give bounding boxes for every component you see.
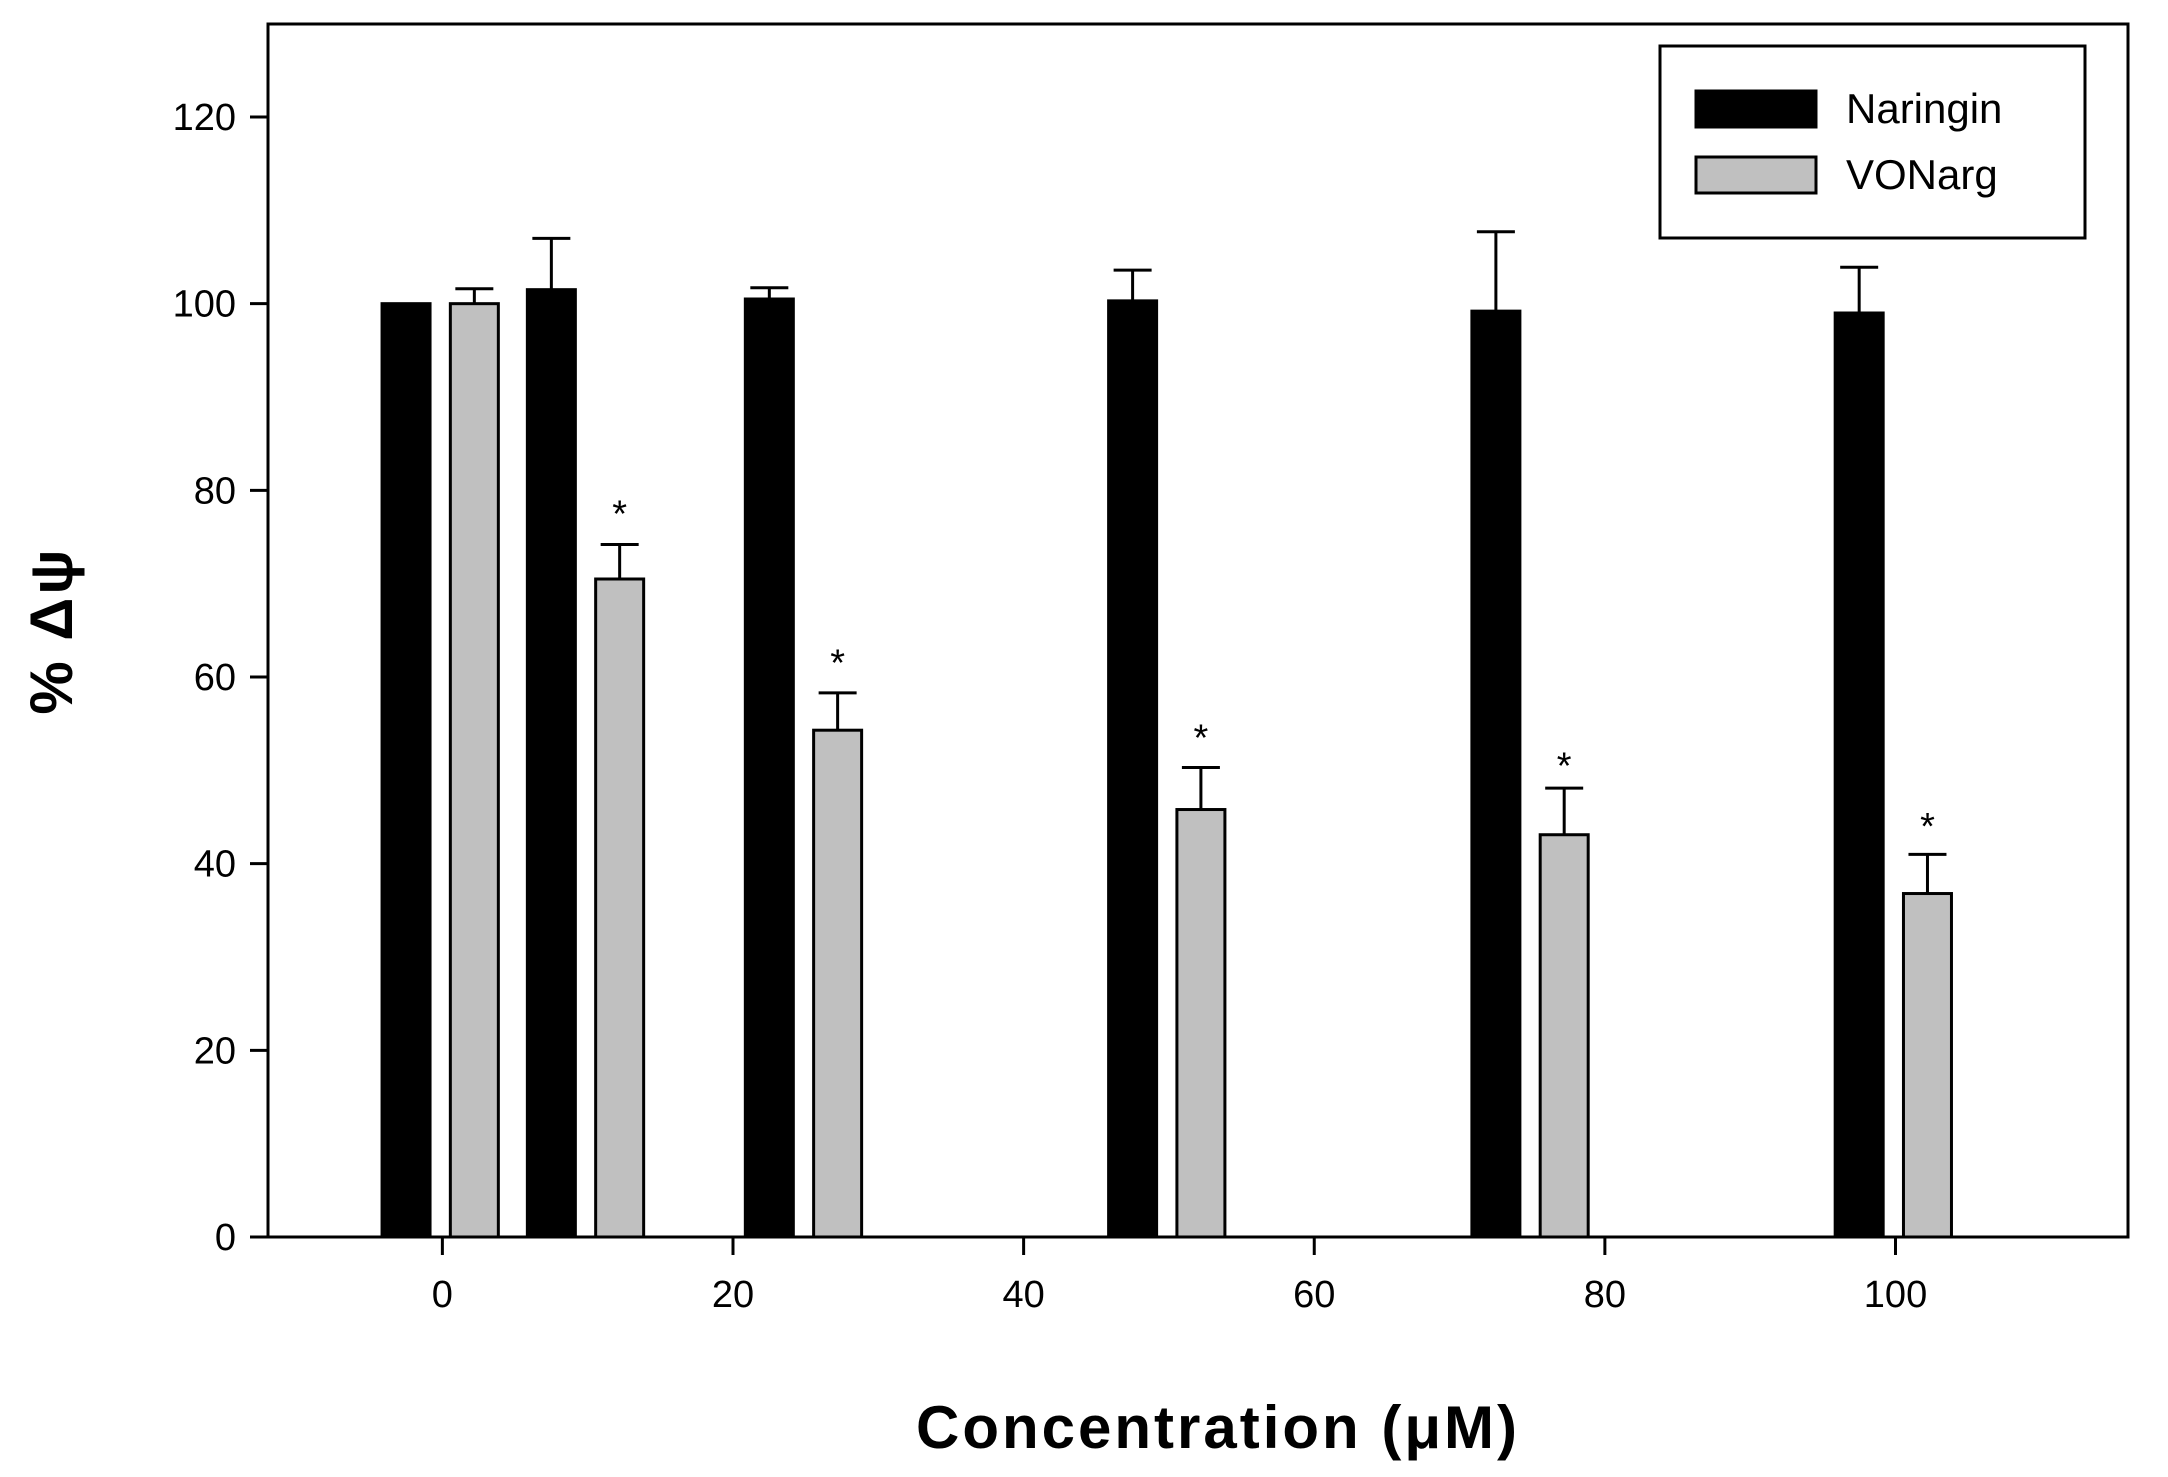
significance-marker: * <box>830 643 845 685</box>
significance-marker: * <box>1920 806 1935 848</box>
x-tick-label: 100 <box>1864 1274 1927 1316</box>
annotations-layer: * * * * * <box>612 493 1935 848</box>
y-tick-label: 0 <box>215 1217 236 1259</box>
legend-label-naringin: Naringin <box>1846 85 2002 132</box>
bar-vonarg <box>448 302 500 1239</box>
legend-label-vonarg: VONarg <box>1846 151 1998 198</box>
x-tick-label: 0 <box>432 1274 453 1316</box>
bar-naringin <box>1107 299 1159 1239</box>
bar-vonarg <box>1538 833 1590 1239</box>
bar-vonarg <box>812 728 864 1239</box>
y-tick-label: 100 <box>173 284 236 326</box>
bar-naringin <box>380 302 432 1239</box>
legend: Naringin VONarg <box>1658 44 2087 240</box>
axes-layer: 0 20 40 60 80 100 120 0 20 40 60 80 100 <box>173 97 1928 1316</box>
bar-naringin <box>1833 311 1885 1239</box>
x-axis-title: Concentration (μM) <box>916 1394 1520 1461</box>
x-tick-label: 40 <box>1002 1274 1044 1316</box>
y-tick-label: 40 <box>194 844 236 886</box>
y-tick-label: 120 <box>173 97 236 139</box>
bar-naringin <box>743 297 795 1239</box>
legend-swatch-vonarg <box>1694 155 1818 195</box>
y-tick-label: 80 <box>194 470 236 512</box>
x-tick-label: 80 <box>1584 1274 1626 1316</box>
bars-layer <box>380 230 1953 1239</box>
significance-marker: * <box>612 493 627 535</box>
bar-vonarg <box>1901 892 1953 1239</box>
legend-box <box>1658 44 2087 240</box>
y-axis-title: % Δψ <box>18 546 85 714</box>
y-tick-label: 60 <box>194 657 236 699</box>
bar-naringin <box>1470 309 1522 1239</box>
bar-vonarg <box>594 577 646 1239</box>
legend-swatch-naringin <box>1694 89 1818 129</box>
bar-naringin <box>525 288 577 1239</box>
significance-marker: * <box>1194 717 1209 759</box>
x-tick-label: 20 <box>712 1274 754 1316</box>
y-tick-label: 20 <box>194 1030 236 1072</box>
significance-marker: * <box>1557 745 1572 787</box>
x-tick-label: 60 <box>1293 1274 1335 1316</box>
bar-vonarg <box>1175 808 1227 1239</box>
